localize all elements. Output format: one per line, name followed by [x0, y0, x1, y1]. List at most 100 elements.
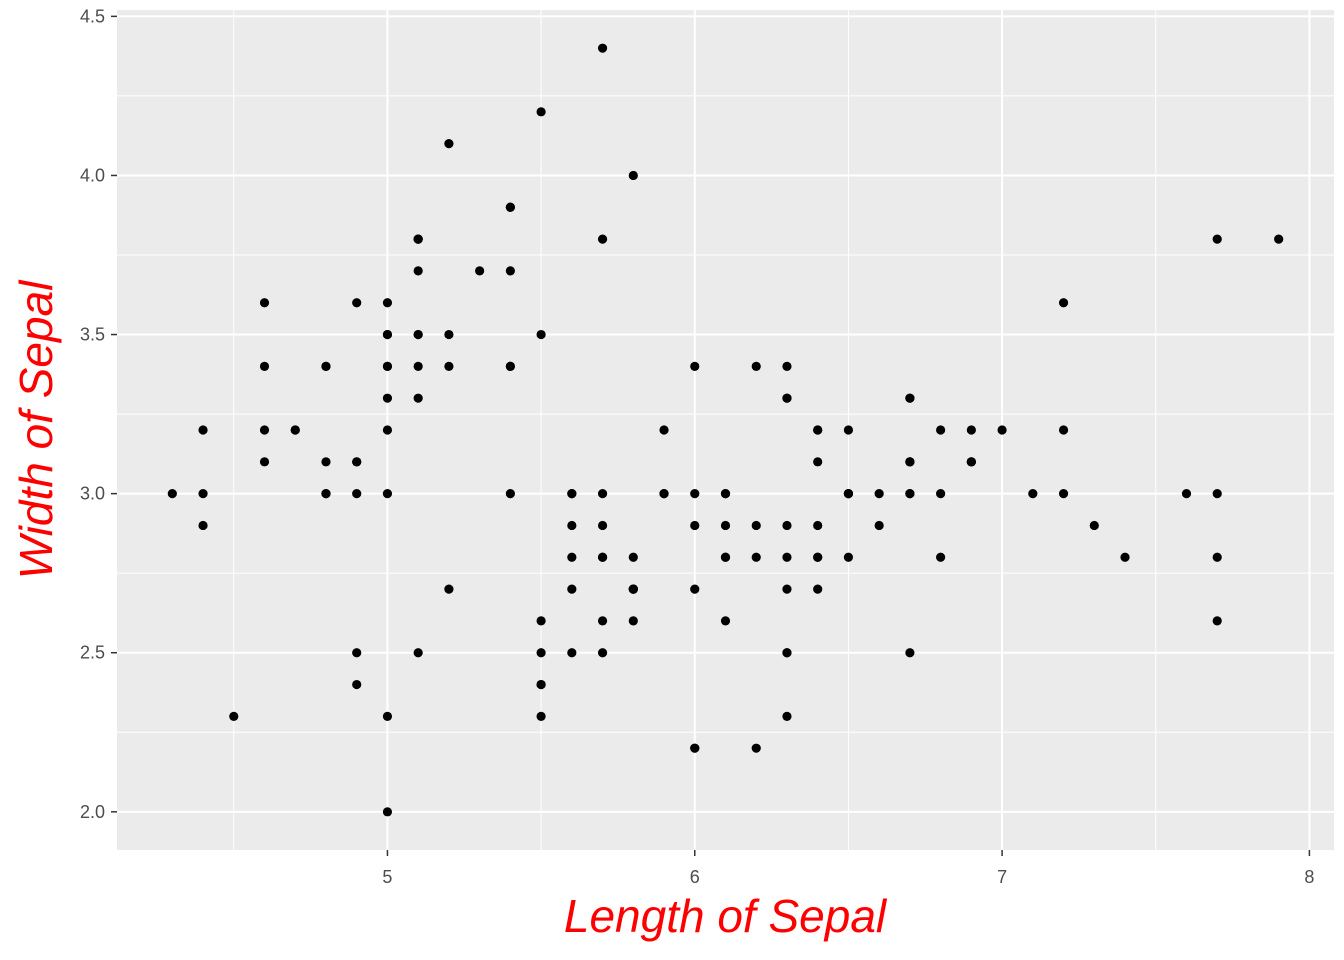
- y-tick-label: 2.5: [80, 643, 105, 663]
- data-point: [382, 489, 393, 499]
- data-point: [690, 520, 700, 531]
- data-point: [628, 616, 638, 626]
- data-point: [536, 679, 546, 690]
- data-point: [720, 520, 731, 531]
- data-point: [352, 679, 362, 690]
- data-point: [597, 616, 608, 626]
- data-point: [259, 298, 270, 308]
- data-point: [720, 552, 731, 562]
- data-point: [321, 457, 331, 467]
- data-point: [751, 520, 761, 531]
- data-point: [536, 616, 546, 626]
- y-tick-label: 3.0: [80, 484, 105, 504]
- plot-panel: [117, 10, 1334, 850]
- data-point: [198, 489, 208, 499]
- data-point: [413, 393, 423, 403]
- data-point: [444, 329, 454, 340]
- data-point: [905, 457, 915, 467]
- data-point: [382, 711, 393, 721]
- data-point: [936, 552, 946, 562]
- data-point: [352, 298, 362, 308]
- data-point: [874, 520, 884, 531]
- data-point: [352, 457, 362, 467]
- data-point: [505, 361, 515, 371]
- data-point: [628, 552, 638, 562]
- data-point: [813, 584, 823, 594]
- data-point: [751, 361, 761, 371]
- data-point: [905, 393, 915, 403]
- data-point: [505, 489, 515, 499]
- data-point: [1058, 425, 1069, 435]
- data-point: [751, 743, 761, 753]
- data-point: [690, 743, 700, 753]
- data-point: [567, 489, 577, 499]
- data-point: [352, 648, 362, 658]
- y-axis-ticks: 2.0 2.5 3.0 3.5 4.0 4.5: [80, 6, 117, 822]
- data-point: [1212, 234, 1222, 244]
- x-axis-ticks: 5 6 7 8: [382, 850, 1314, 887]
- data-point: [628, 584, 638, 594]
- data-point: [1120, 552, 1130, 562]
- data-point: [444, 139, 454, 149]
- data-point: [1089, 520, 1099, 531]
- y-tick-label: 2.0: [80, 802, 105, 822]
- y-tick-label: 4.5: [80, 6, 105, 26]
- x-tick-label: 7: [997, 867, 1007, 887]
- data-point: [628, 170, 638, 181]
- data-point: [997, 425, 1007, 435]
- data-point: [567, 520, 577, 531]
- data-point: [843, 489, 854, 499]
- data-point: [843, 425, 854, 435]
- data-point: [290, 425, 300, 435]
- data-point: [659, 489, 669, 499]
- data-point: [382, 807, 393, 817]
- data-point: [352, 489, 362, 499]
- data-point: [874, 489, 884, 499]
- data-point: [259, 361, 270, 371]
- data-point: [413, 266, 423, 276]
- data-point: [382, 329, 393, 340]
- data-point: [536, 648, 546, 658]
- data-point: [1058, 298, 1069, 308]
- data-point: [229, 711, 239, 721]
- data-point: [936, 489, 946, 499]
- data-point: [198, 520, 208, 531]
- data-point: [782, 393, 792, 403]
- data-point: [1058, 489, 1069, 499]
- data-point: [782, 711, 792, 721]
- data-point: [782, 552, 792, 562]
- data-point: [167, 489, 177, 499]
- y-tick-label: 4.0: [80, 165, 105, 185]
- data-point: [382, 425, 393, 435]
- data-point: [382, 361, 393, 371]
- data-point: [382, 393, 393, 403]
- data-point: [444, 584, 454, 594]
- data-point: [813, 425, 823, 435]
- data-point: [567, 552, 577, 562]
- data-point: [259, 425, 270, 435]
- x-tick-label: 6: [690, 867, 700, 887]
- data-point: [597, 489, 608, 499]
- data-point: [690, 489, 700, 499]
- data-point: [321, 489, 331, 499]
- data-point: [782, 584, 792, 594]
- data-point: [597, 520, 608, 531]
- data-point: [813, 457, 823, 467]
- data-point: [690, 584, 700, 594]
- data-point: [782, 361, 792, 371]
- data-point: [413, 234, 423, 244]
- data-point: [1212, 552, 1222, 562]
- data-point: [567, 584, 577, 594]
- y-tick-label: 3.5: [80, 325, 105, 345]
- data-point: [720, 489, 731, 499]
- data-point: [505, 202, 515, 212]
- data-point: [536, 711, 546, 721]
- data-point: [597, 552, 608, 562]
- data-point: [843, 552, 854, 562]
- data-point: [1212, 489, 1222, 499]
- data-point: [321, 361, 331, 371]
- data-point: [444, 361, 454, 371]
- data-point: [936, 425, 946, 435]
- y-axis-title: Width of Sepal: [10, 279, 62, 580]
